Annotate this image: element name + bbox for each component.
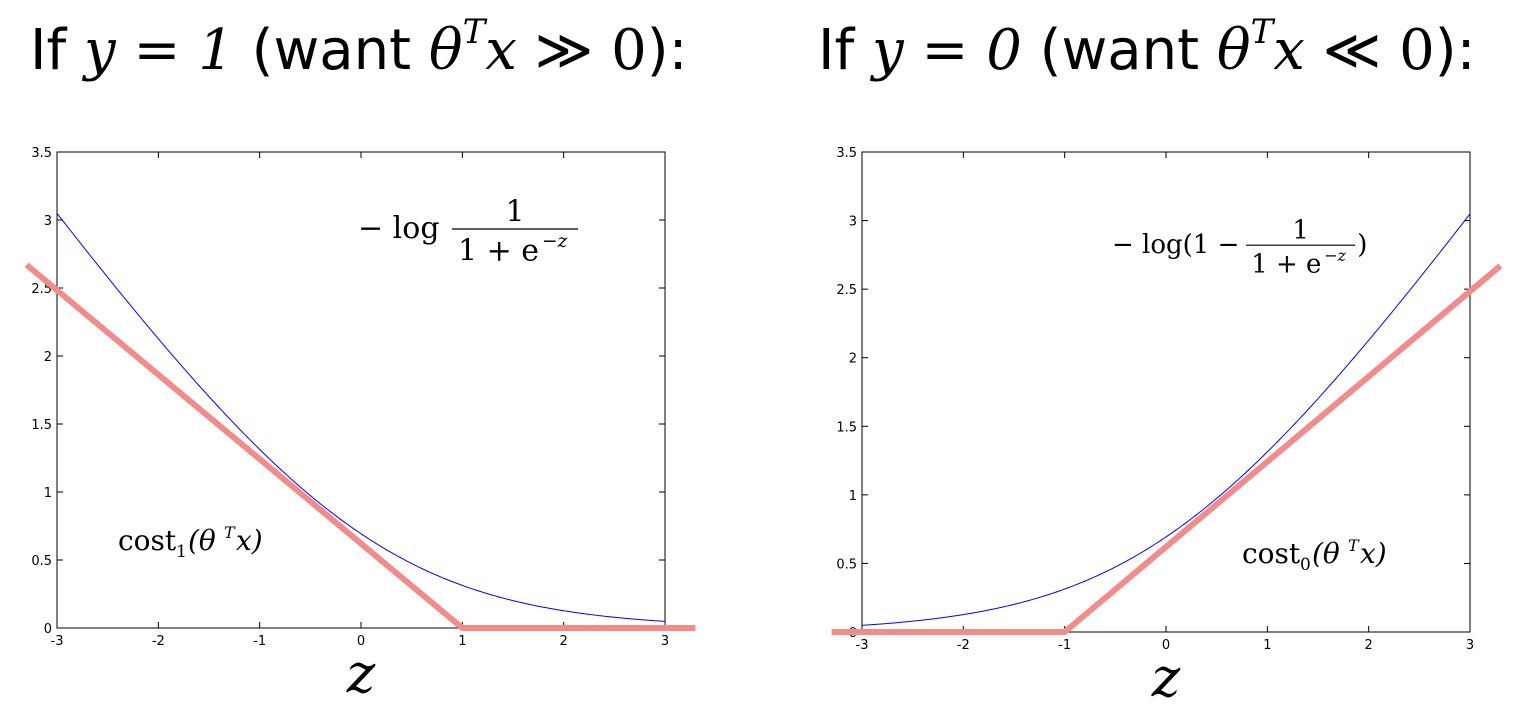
x-tick-label: -2 bbox=[957, 638, 970, 653]
heading-condition: y = 0 bbox=[872, 18, 1022, 83]
x-tick-label: 3 bbox=[1466, 638, 1474, 653]
fraction-denominator: 1 + e bbox=[1251, 250, 1321, 280]
heading-x: x bbox=[1273, 18, 1305, 83]
x-tick-label: -1 bbox=[1058, 638, 1071, 653]
x-tick-label: 1 bbox=[1263, 638, 1271, 653]
y-tick-label: 1.5 bbox=[31, 418, 52, 433]
y-tick-label: 3 bbox=[849, 215, 857, 230]
fraction-exponent: −z bbox=[542, 231, 568, 252]
heading-y-equals-0: If y = 0 (want θTx ≪ 0): bbox=[818, 12, 1476, 83]
chart-2: -3 -2 -1 0 1 2 3 0 0.5 1 1.5 2 2.5 3 3.5 z − log(1 − 1 1 … bbox=[831, 146, 1503, 706]
y-tick-label: 1 bbox=[44, 486, 52, 501]
y-tick-label: 2.5 bbox=[836, 283, 857, 298]
curve-annotation: − log 1 1 + e −z bbox=[358, 195, 578, 269]
y-tick-label: 1.5 bbox=[836, 420, 857, 435]
annotation-prefix: − log(1 − bbox=[1112, 230, 1239, 260]
cost-argument: (θ bbox=[1312, 537, 1340, 570]
cost-argument: (θ bbox=[188, 524, 216, 557]
cost-argument-end: x) bbox=[236, 524, 263, 557]
heading-if-text: If bbox=[818, 18, 855, 83]
y-tick-label: 0 bbox=[44, 622, 52, 637]
x-tick-label: -2 bbox=[152, 634, 165, 649]
heading-theta: θ bbox=[428, 18, 463, 83]
cost-subscript: 0 bbox=[1300, 555, 1311, 575]
x-tick-label: -3 bbox=[856, 638, 869, 653]
chart-1: -3 -2 -1 0 1 2 3 0 0.5 1 1.5 2 2.5 3 3.5 z − log 1 1 + e −… bbox=[24, 146, 696, 705]
x-tick-label: 2 bbox=[560, 634, 568, 649]
y-tick-label: 2 bbox=[44, 350, 52, 365]
y-tick-label: 3.5 bbox=[836, 146, 857, 161]
cost-argument-end: x) bbox=[1360, 537, 1387, 570]
heading-close: ): bbox=[646, 18, 688, 83]
heading-transpose: T bbox=[462, 12, 486, 53]
heading-transpose: T bbox=[1250, 12, 1274, 53]
logistic-cost-curve bbox=[56, 213, 666, 622]
curve-annotation: − log(1 − 1 1 + e −z) bbox=[1112, 216, 1367, 280]
x-axis-label: z bbox=[1151, 646, 1181, 706]
y-tick-label: 2.5 bbox=[31, 282, 52, 297]
heading-close: ): bbox=[1434, 18, 1476, 83]
heading-x: x bbox=[485, 18, 517, 83]
y-tick-label: 2 bbox=[849, 352, 857, 367]
logistic-cost-curve bbox=[861, 213, 1471, 626]
y-tick-label: 0.5 bbox=[31, 554, 52, 569]
fraction-numerator: 1 bbox=[1292, 216, 1309, 246]
heading-if-text: If bbox=[30, 18, 67, 83]
hinge-cost-line bbox=[831, 263, 1503, 635]
y-tick-label: 1 bbox=[849, 489, 857, 504]
y-tick-label: 3 bbox=[44, 214, 52, 229]
heading-relation: ≪ 0 bbox=[1304, 18, 1435, 83]
heading-y-equals-1: If y = 1 (want θTx ≫ 0): bbox=[30, 12, 688, 83]
heading-relation: ≫ 0 bbox=[516, 18, 647, 83]
y-tick-label: 3.5 bbox=[31, 146, 52, 161]
x-tick-label: -3 bbox=[51, 634, 64, 649]
y-tick-label: 0.5 bbox=[836, 557, 857, 572]
heading-want-text: (want bbox=[251, 18, 429, 83]
fraction-numerator: 1 bbox=[505, 195, 524, 230]
annotation-prefix: − log bbox=[358, 211, 440, 246]
heading-condition: y = 1 bbox=[84, 18, 234, 83]
annotation-suffix: ) bbox=[1357, 230, 1367, 260]
x-tick-label: 0 bbox=[357, 634, 365, 649]
x-tick-label: 1 bbox=[458, 634, 466, 649]
x-tick-label: 3 bbox=[661, 634, 669, 649]
cost-subscript: 1 bbox=[176, 542, 187, 562]
cost-name: cost bbox=[118, 524, 177, 557]
cost-transpose: T bbox=[1348, 536, 1360, 555]
x-tick-label: 0 bbox=[1162, 638, 1170, 653]
hinge-cost-line bbox=[24, 262, 696, 631]
cost-name: cost bbox=[1242, 537, 1301, 570]
x-axis-label: z bbox=[346, 642, 376, 705]
heading-want-text: (want bbox=[1039, 18, 1217, 83]
heading-theta: θ bbox=[1216, 18, 1251, 83]
x-tick-label: 2 bbox=[1365, 638, 1373, 653]
x-tick-label: -1 bbox=[253, 634, 266, 649]
fraction-exponent: −z bbox=[1324, 246, 1346, 265]
cost-transpose: T bbox=[224, 523, 236, 542]
fraction-denominator: 1 + e bbox=[458, 234, 539, 269]
